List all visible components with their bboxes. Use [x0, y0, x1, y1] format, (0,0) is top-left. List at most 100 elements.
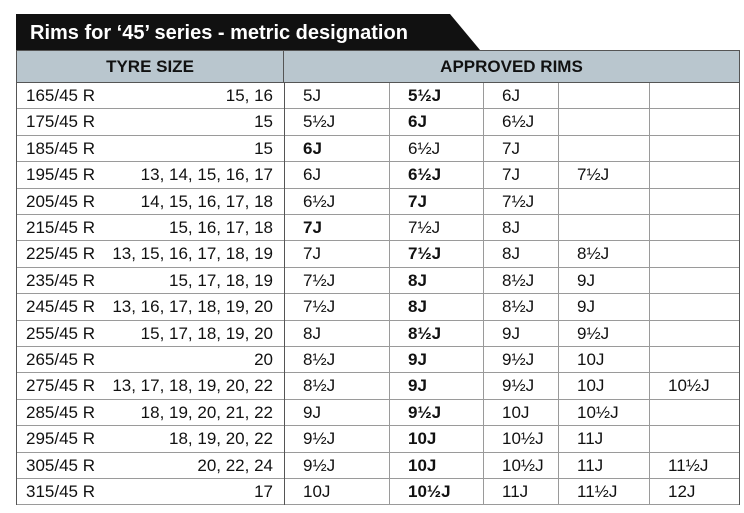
- rim-cell: 5½J: [408, 86, 442, 105]
- rim-cell: 8½J: [502, 270, 535, 290]
- rim-cell: 8½J: [502, 297, 535, 317]
- rim-cell: 9J: [303, 402, 321, 422]
- table: TYRE SIZE APPROVED RIMS 165/45 R 15, 16 5J…: [16, 50, 740, 506]
- rim-cell: 10½J: [408, 482, 451, 501]
- table-row: 195/45 R 13, 14, 15, 16, 17 6J 6½J 7J 7½J: [17, 162, 739, 189]
- table-row: 285/45 R 18, 19, 20, 21, 22 9J 9½J 10J 10½J: [17, 400, 739, 427]
- rim-cell: 11J: [577, 455, 604, 475]
- rim-cell: 11J: [577, 429, 604, 449]
- rim-cell: 10½J: [668, 376, 710, 396]
- rim-cell: 9½J: [577, 323, 610, 343]
- rim-cell: 7½J: [303, 270, 336, 290]
- table-row: 305/45 R 20, 22, 24 9½J 10J 10½J 11J 11½J: [17, 453, 739, 479]
- rim-diameters: 18, 19, 20, 21, 22: [140, 402, 273, 422]
- table-row: 225/45 R 13, 15, 16, 17, 18, 19 7J 7½J 8J 8½J: [17, 241, 739, 268]
- rim-cell: 10J: [577, 376, 605, 396]
- rim-cell: 9J: [408, 376, 427, 396]
- rim-diameters: 15: [254, 138, 273, 158]
- table-row: 265/45 R 20 8½J 9J 9½J 10J: [17, 347, 739, 374]
- tyre-size: 235/45 R: [26, 270, 95, 290]
- rim-cell: 7J: [502, 165, 520, 185]
- tyre-size: 175/45 R: [26, 112, 95, 132]
- rim-cell: 8J: [502, 218, 520, 237]
- rim-cell: 9½J: [303, 429, 336, 449]
- rim-cell: 8J: [408, 270, 427, 290]
- rim-cell: 7½J: [408, 244, 442, 264]
- table-row: 295/45 R 18, 19, 20, 22 9½J 10J 10½J 11J: [17, 426, 739, 453]
- rim-cell: 10½J: [502, 429, 544, 449]
- rim-cell: 8J: [408, 297, 427, 317]
- rim-cell: 10J: [303, 482, 331, 501]
- column-divider: [284, 83, 285, 506]
- rim-cell: 8J: [502, 244, 520, 264]
- tyre-size: 305/45 R: [26, 455, 95, 475]
- rim-cell: 9J: [408, 350, 427, 369]
- rim-cell: 6½J: [502, 112, 535, 132]
- rim-cell: 12J: [668, 482, 696, 501]
- rim-cell: 8J: [303, 323, 321, 343]
- rim-diameters: 13, 15, 16, 17, 18, 19: [112, 244, 273, 264]
- header-cell: TYRE SIZE: [17, 51, 284, 83]
- rim-diameters: 15: [254, 112, 273, 132]
- rim-cell: 9½J: [502, 376, 535, 396]
- rim-cell: 7J: [408, 191, 427, 211]
- rim-cell: 6J: [408, 112, 427, 132]
- tyre-size: 255/45 R: [26, 323, 95, 343]
- rim-cell: 10J: [408, 429, 437, 449]
- table-row: 165/45 R 15, 16 5J 5½J 6J: [17, 83, 739, 110]
- title: Rims for ‘45’ series - metric designatio…: [30, 22, 408, 44]
- rim-cell: 11½J: [668, 455, 709, 475]
- rim-cell: 9½J: [303, 455, 336, 475]
- rim-diameters: 20, 22, 24: [197, 455, 273, 475]
- rim-cell: 10½J: [502, 455, 544, 475]
- rim-cell: 8½J: [408, 323, 442, 343]
- table-row: 275/45 R 13, 17, 18, 19, 20, 22 8½J 9J 9½J 10…: [17, 373, 739, 400]
- table-row: 245/45 R 13, 16, 17, 18, 19, 20 7½J 8J 8½J 9J: [17, 294, 739, 321]
- rim-cell: 6J: [502, 86, 520, 105]
- table-row: 175/45 R 15 5½J 6J 6½J: [17, 109, 739, 136]
- tyre-size: 205/45 R: [26, 191, 95, 211]
- rim-cell: 9½J: [408, 402, 442, 422]
- tyre-size: 215/45 R: [26, 218, 95, 237]
- rim-cell: 11½J: [577, 482, 618, 501]
- tyre-size: 275/45 R: [26, 376, 95, 396]
- column-divider: [649, 83, 650, 506]
- rim-diameters: 20: [254, 350, 273, 369]
- rim-diameters: 15, 17, 18, 19: [169, 270, 273, 290]
- rim-cell: 10½J: [577, 402, 619, 422]
- rim-diameters: 13, 16, 17, 18, 19, 20: [112, 297, 273, 317]
- rim-cell: 10J: [408, 455, 437, 475]
- rim-cell: 6J: [303, 165, 321, 185]
- rim-cell: 8½J: [577, 244, 610, 264]
- table-row: 255/45 R 15, 17, 18, 19, 20 8J 8½J 9J 9½J: [17, 321, 739, 347]
- rim-cell: 7½J: [408, 218, 441, 237]
- rim-diameters: 15, 16, 17, 18: [169, 218, 273, 237]
- rim-cell: 7J: [303, 218, 322, 237]
- rim-cell: 6½J: [408, 138, 441, 158]
- rim-cell: 9J: [502, 323, 520, 343]
- rim-cell: 7½J: [303, 297, 336, 317]
- rim-cell: 10J: [577, 350, 605, 369]
- rim-diameters: 15, 16: [225, 86, 273, 105]
- table-row: 235/45 R 15, 17, 18, 19 7½J 8J 8½J 9J: [17, 268, 739, 295]
- tyre-size: 265/45 R: [26, 350, 95, 369]
- table-row: 185/45 R 15 6J 6½J 7J: [17, 136, 739, 163]
- rim-cell: 9J: [577, 270, 595, 290]
- rim-cell: 8½J: [303, 376, 336, 396]
- rim-cell: 10J: [502, 402, 530, 422]
- rim-diameters: 14, 15, 16, 17, 18: [140, 191, 273, 211]
- rim-diameters: 18, 19, 20, 22: [169, 429, 273, 449]
- title-bar: [16, 14, 480, 50]
- rim-cell: 7J: [303, 244, 321, 264]
- rim-diameters: 13, 17, 18, 19, 20, 22: [112, 376, 273, 396]
- rim-cell: 8½J: [303, 350, 336, 369]
- rim-diameters: 17: [254, 482, 273, 501]
- rim-cell: 9J: [577, 297, 595, 317]
- table-row: 315/45 R 17 10J 10½J 11J 11½J 12J: [17, 479, 739, 506]
- rim-cell: 7½J: [502, 191, 535, 211]
- column-divider: [389, 83, 390, 506]
- rim-cell: 6½J: [408, 165, 442, 185]
- rim-diameters: 15, 17, 18, 19, 20: [140, 323, 273, 343]
- header-cell: APPROVED RIMS: [284, 51, 739, 83]
